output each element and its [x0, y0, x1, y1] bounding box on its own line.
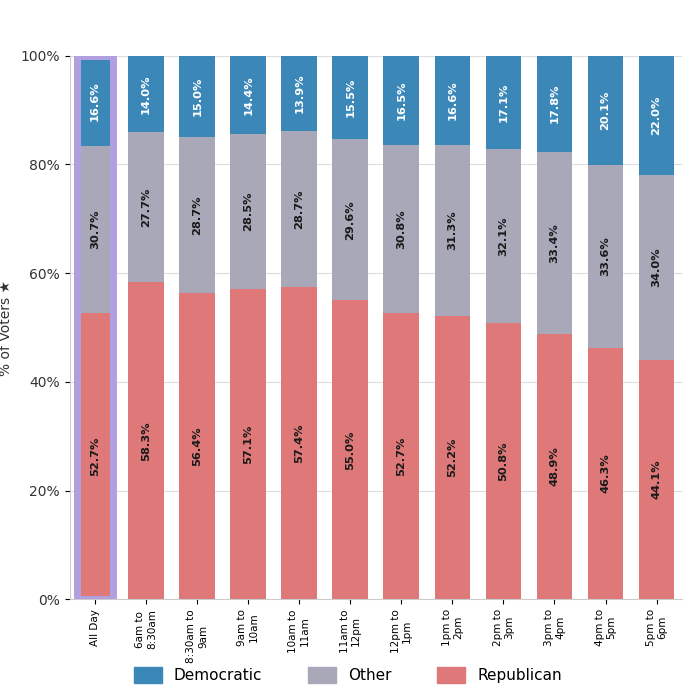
Bar: [281, 56, 317, 131]
Text: 56.4%: 56.4%: [192, 427, 203, 466]
Bar: [434, 146, 470, 316]
Text: 57.1%: 57.1%: [243, 424, 253, 464]
Text: 30.7%: 30.7%: [90, 210, 100, 250]
Text: 30.8%: 30.8%: [396, 209, 406, 249]
Text: 50.8%: 50.8%: [498, 442, 509, 481]
Bar: [587, 165, 624, 348]
Text: 28.5%: 28.5%: [243, 192, 253, 231]
Text: 55.0%: 55.0%: [345, 430, 356, 470]
Bar: [77, 313, 113, 599]
Bar: [230, 289, 266, 599]
Bar: [486, 148, 521, 323]
Text: 15.5%: 15.5%: [345, 77, 356, 117]
Text: 27.7%: 27.7%: [141, 187, 151, 227]
Text: 28.7%: 28.7%: [192, 195, 203, 234]
Bar: [128, 56, 164, 132]
Text: % of Returns by Party by Hour: % of Returns by Party by Hour: [155, 16, 513, 36]
Bar: [486, 56, 521, 148]
Bar: [383, 313, 419, 599]
Bar: [180, 55, 215, 137]
Bar: [537, 55, 572, 152]
Text: 58.3%: 58.3%: [141, 421, 151, 461]
Bar: [128, 282, 164, 599]
Bar: [180, 137, 215, 293]
Text: 31.3%: 31.3%: [448, 210, 457, 250]
Text: 46.3%: 46.3%: [601, 454, 610, 493]
Text: 48.9%: 48.9%: [549, 447, 560, 487]
Text: 32.1%: 32.1%: [498, 216, 509, 256]
Bar: [639, 55, 674, 175]
Bar: [281, 131, 317, 287]
Text: 52.7%: 52.7%: [90, 436, 100, 476]
Bar: [128, 132, 164, 282]
Text: 33.6%: 33.6%: [601, 236, 610, 276]
Text: 13.9%: 13.9%: [294, 74, 304, 114]
Text: 57.4%: 57.4%: [294, 424, 304, 463]
Text: 15.0%: 15.0%: [192, 76, 203, 116]
Text: 22.0%: 22.0%: [651, 95, 662, 135]
Bar: [383, 146, 419, 313]
Text: 16.5%: 16.5%: [396, 81, 406, 121]
Bar: [77, 146, 113, 313]
Bar: [333, 300, 368, 599]
Bar: [77, 56, 113, 146]
Y-axis label: % of Voters ★: % of Voters ★: [0, 279, 13, 376]
Text: 52.7%: 52.7%: [396, 436, 406, 476]
Bar: [77, 56, 113, 599]
Text: 17.8%: 17.8%: [549, 84, 560, 123]
Bar: [486, 323, 521, 599]
Text: 16.6%: 16.6%: [448, 81, 457, 120]
Bar: [281, 287, 317, 599]
Bar: [333, 139, 368, 300]
Bar: [230, 134, 266, 289]
Text: 20.1%: 20.1%: [601, 91, 610, 130]
Text: 28.7%: 28.7%: [294, 190, 304, 229]
Text: 29.6%: 29.6%: [345, 200, 356, 240]
Bar: [537, 334, 572, 599]
Text: 44.1%: 44.1%: [651, 460, 662, 499]
Text: 16.6%: 16.6%: [90, 81, 100, 121]
Bar: [639, 175, 674, 360]
Bar: [230, 56, 266, 134]
Bar: [587, 56, 624, 165]
Text: 14.0%: 14.0%: [141, 74, 151, 114]
Text: 34.0%: 34.0%: [651, 247, 662, 287]
Bar: [180, 293, 215, 599]
Bar: [434, 55, 470, 146]
Bar: [639, 360, 674, 599]
Text: 33.4%: 33.4%: [549, 223, 560, 263]
Bar: [383, 56, 419, 146]
Text: 14.4%: 14.4%: [243, 75, 253, 115]
Bar: [537, 152, 572, 334]
Legend: Democratic, Other, Republican: Democratic, Other, Republican: [128, 661, 568, 689]
Text: 52.2%: 52.2%: [448, 438, 457, 477]
Bar: [434, 316, 470, 599]
Text: 17.1%: 17.1%: [498, 82, 509, 122]
Bar: [333, 55, 368, 139]
Bar: [587, 348, 624, 599]
